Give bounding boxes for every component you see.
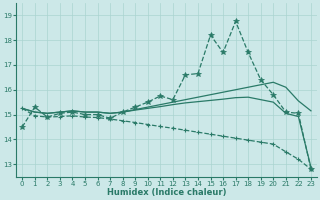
X-axis label: Humidex (Indice chaleur): Humidex (Indice chaleur) <box>107 188 226 197</box>
